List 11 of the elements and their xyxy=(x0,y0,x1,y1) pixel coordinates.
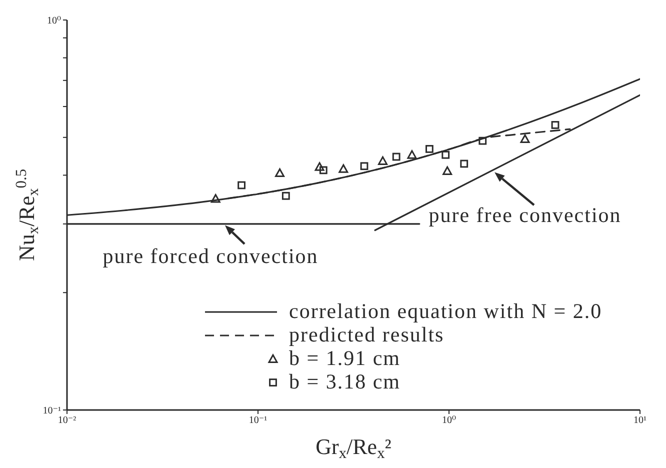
legend-label: b = 3.18 cm xyxy=(289,370,400,394)
x-tick-label: 10¹ xyxy=(634,415,646,426)
x-tick-label: 10⁰ xyxy=(442,415,456,426)
annotation: pure forced convection xyxy=(102,244,318,268)
legend-label: b = 1.91 cm xyxy=(289,346,400,370)
x-axis-title: Gr$_{x}$/Re$_{x}$² xyxy=(316,434,392,462)
legend-label: predicted results xyxy=(289,322,444,346)
legend-label: correlation equation with N = 2.0 xyxy=(289,299,602,323)
x-tick-label: 10⁻¹ xyxy=(248,415,268,426)
annotation: pure free convection xyxy=(428,203,622,228)
x-tick-label: 10⁻² xyxy=(58,415,76,426)
